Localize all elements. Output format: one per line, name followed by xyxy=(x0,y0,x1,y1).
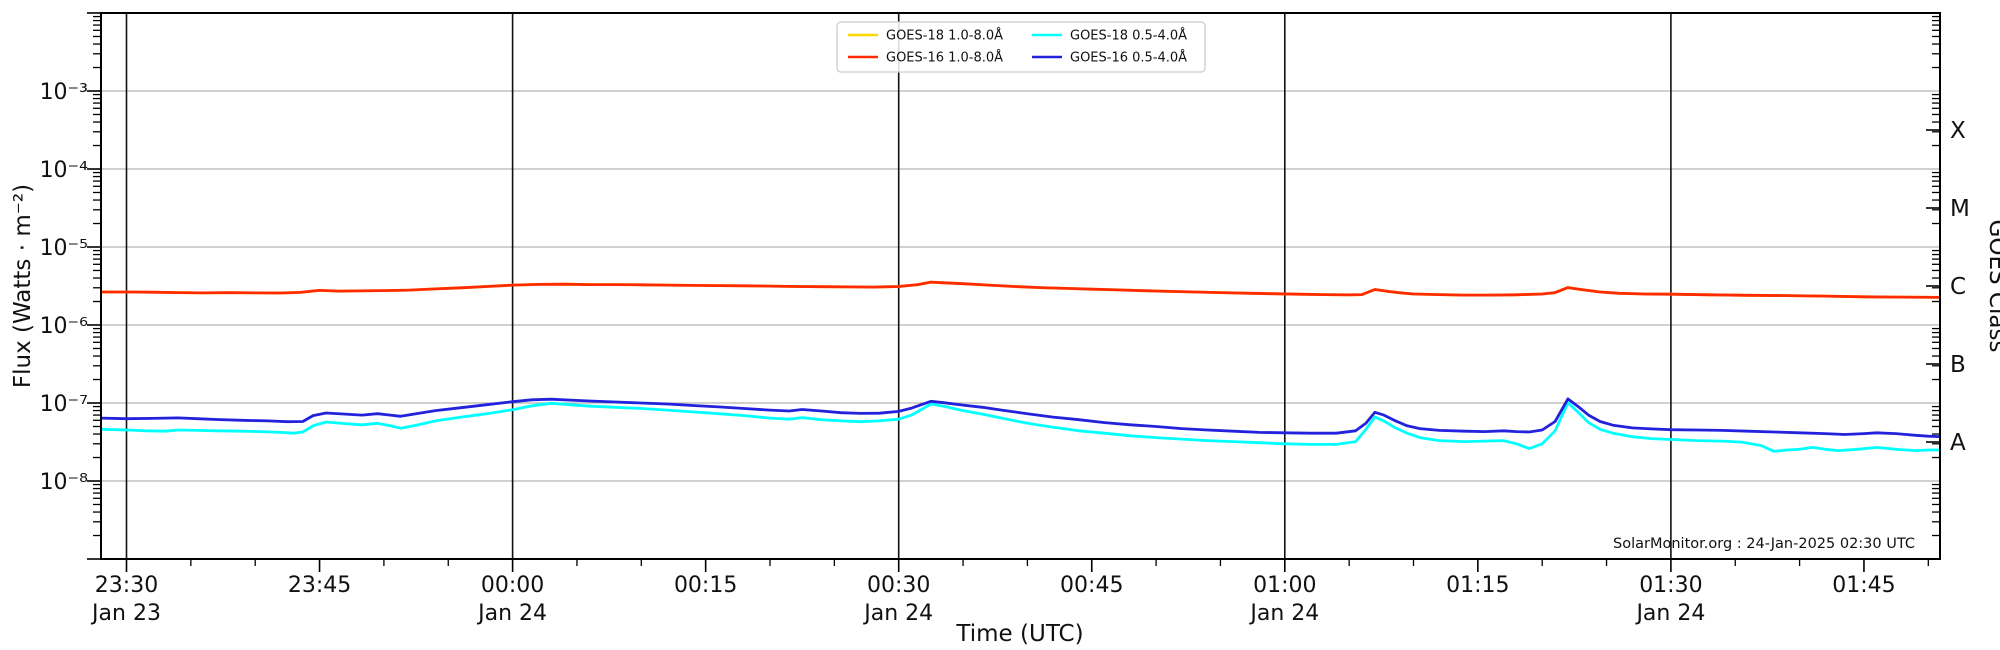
x-tick-date-label: Jan 24 xyxy=(476,601,547,626)
legend-label: GOES-18 1.0-8.0Å xyxy=(886,28,1003,44)
attribution-text: SolarMonitor.org : 24-Jan-2025 02:30 UTC xyxy=(1613,536,1915,552)
y-tick-label: 10⁻⁶ xyxy=(40,314,89,339)
goes-class-letter: M xyxy=(1950,196,1970,222)
legend-label: GOES-16 0.5-4.0Å xyxy=(1070,50,1187,66)
x-tick-date-label: Jan 24 xyxy=(1248,601,1319,626)
x-tick-label: 01:45 xyxy=(1832,573,1895,598)
series-line-goes-16-1-0-8-0- xyxy=(101,280,1940,299)
x-tick-label: 01:30 xyxy=(1639,573,1702,598)
x-tick-date-label: Jan 24 xyxy=(1634,601,1705,626)
series-line-goes-16-0-5-4-0- xyxy=(101,397,1940,439)
x-tick-label: 01:00 xyxy=(1253,573,1316,598)
y-tick-label: 10⁻⁴ xyxy=(40,158,89,183)
x-tick-label: 23:30 xyxy=(95,573,158,598)
y2-axis-title: GOES Class xyxy=(1984,220,2000,353)
x-tick-date-label: Jan 24 xyxy=(862,601,933,626)
y-tick-label: 10⁻⁷ xyxy=(40,392,88,417)
goes-class-letter: A xyxy=(1950,430,1966,456)
y-axis-title: Flux (Watts · m⁻²) xyxy=(10,184,36,388)
y-tick-label: 10⁻⁵ xyxy=(40,236,88,261)
x-tick-label: 00:30 xyxy=(867,573,930,598)
legend: GOES-18 1.0-8.0Å GOES-16 1.0-8.0Å GOES-18 … xyxy=(836,21,1206,73)
y-tick-label: 10⁻³ xyxy=(40,80,88,105)
series-line-goes-18-0-5-4-0- xyxy=(101,401,1940,453)
x-tick-label: 00:15 xyxy=(674,573,737,598)
x-axis-title: Time (UTC) xyxy=(955,621,1083,647)
legend-label: GOES-16 1.0-8.0Å xyxy=(886,50,1003,66)
goes-class-letter: C xyxy=(1950,274,1966,300)
goes-class-letter: X xyxy=(1950,118,1966,144)
goes-class-letter: B xyxy=(1950,352,1966,378)
x-tick-date-label: Jan 23 xyxy=(90,601,161,626)
x-tick-label: 01:15 xyxy=(1446,573,1509,598)
x-tick-label: 00:00 xyxy=(481,573,544,598)
legend-label: GOES-18 0.5-4.0Å xyxy=(1070,28,1187,44)
x-tick-label: 00:45 xyxy=(1060,573,1123,598)
x-tick-label: 23:45 xyxy=(288,573,351,598)
legend-box xyxy=(836,21,1206,73)
series-layer xyxy=(101,280,1940,453)
y-tick-label: 10⁻⁸ xyxy=(40,470,89,495)
